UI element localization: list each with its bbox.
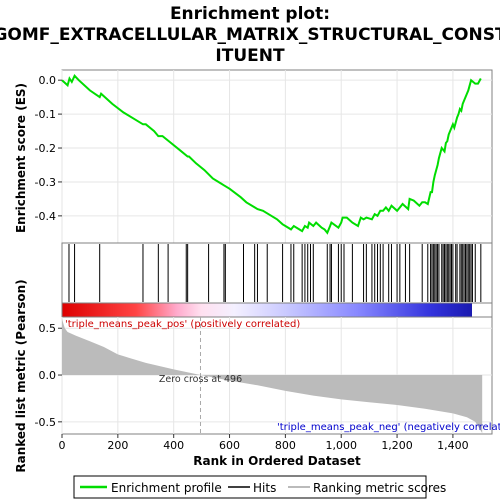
zero-cross-label: Zero cross at 496 — [159, 374, 242, 385]
metric-tick-label: 0.5 — [39, 322, 57, 335]
x-tick-label: 1,200 — [381, 439, 413, 452]
x-tick-label: 400 — [163, 439, 184, 452]
legend-hits-label: Hits — [253, 481, 276, 495]
x-tick-label: 600 — [219, 439, 240, 452]
x-axis-label: Rank in Ordered Dataset — [193, 454, 361, 468]
x-axis-ticks: 0 200 400 600 800 1,000 1,200 1,400 — [59, 434, 469, 452]
metric-tick-label: -0.5 — [35, 416, 56, 429]
chart-title-line-1: Enrichment plot: — [170, 4, 330, 24]
es-tick-label: 0.0 — [39, 74, 57, 87]
legend-ranking-label: Ranking metric scores — [313, 481, 446, 495]
hits-panel-frame — [61, 242, 493, 304]
metric-gridlines — [61, 317, 492, 434]
es-y-axis-label: Enrichment score (ES) — [14, 83, 28, 233]
es-tick-label: -0.3 — [35, 176, 56, 189]
enrichment-profile-line — [61, 74, 482, 235]
es-tick-label: -0.1 — [35, 108, 56, 121]
es-panel-frame — [61, 69, 493, 244]
es-tick-label: -0.2 — [35, 142, 56, 155]
hit-markers — [68, 244, 482, 302]
legend-enrichment-label: Enrichment profile — [111, 481, 222, 495]
es-tick-label: -0.4 — [35, 210, 56, 223]
rank-color-bar — [62, 303, 472, 317]
es-gridlines — [61, 70, 492, 243]
es-y-ticks: 0.0 -0.1 -0.2 -0.3 -0.4 — [35, 74, 62, 223]
x-tick-label: 1,400 — [437, 439, 469, 452]
metric-y-ticks: 0.5 0.0 -0.5 — [35, 322, 62, 429]
x-tick-label: 0 — [59, 439, 66, 452]
metric-tick-label: 0.0 — [39, 369, 57, 382]
chart-title-line-2: GOMF_EXTRACELLULAR_MATRIX_STRUCTURAL_CON… — [0, 25, 500, 45]
metric-y-axis-label: Ranked list metric (Pearson) — [14, 279, 28, 472]
positive-correlation-label: 'triple_means_peak_pos' (positively corr… — [65, 319, 300, 330]
negative-correlation-label: 'triple_means_peak_neg' (negatively corr… — [277, 422, 500, 433]
x-tick-label: 200 — [107, 439, 128, 452]
x-tick-label: 1,000 — [325, 439, 357, 452]
ranking-metric-area — [62, 318, 483, 434]
chart-title-line-3: ITUENT — [215, 46, 285, 66]
x-tick-label: 800 — [275, 439, 296, 452]
